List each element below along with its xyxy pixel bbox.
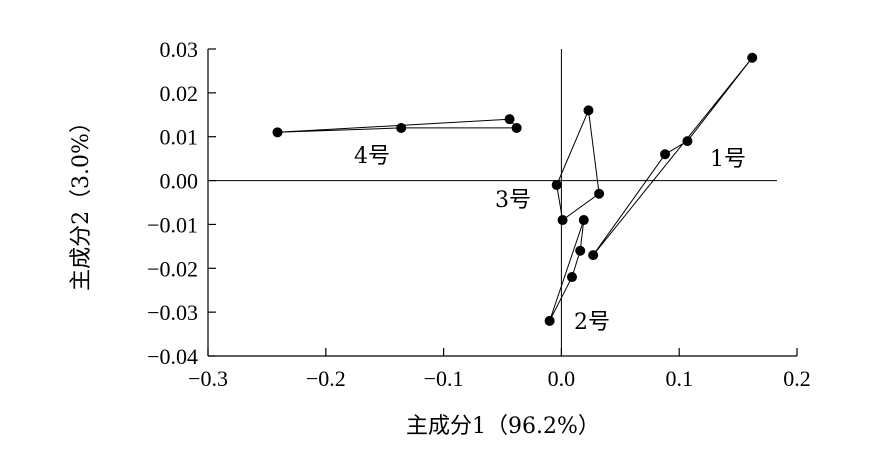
series-4-point — [272, 127, 283, 138]
series-3-outline — [556, 108, 600, 221]
y-tick-label: −0.04 — [147, 344, 198, 369]
series-2-outline — [549, 219, 585, 322]
series-2-point — [567, 272, 578, 283]
series-4-point — [396, 122, 407, 133]
y-tick-label: 0.02 — [160, 81, 199, 106]
y-axis-title: 主成分2（3.0%） — [69, 111, 94, 291]
group-label-1: 1号 — [710, 147, 746, 172]
x-tick-label: 0.2 — [783, 366, 811, 391]
series-2-point — [578, 215, 589, 226]
y-tick-label: −0.01 — [147, 212, 198, 237]
x-axis-title: 主成分1（96.2%） — [406, 414, 600, 439]
y-tick-label: 0.01 — [160, 125, 199, 150]
y-tick-label: −0.02 — [147, 256, 198, 281]
x-tick-label: 0.0 — [548, 366, 576, 391]
x-tick-label: −0.1 — [424, 366, 464, 391]
series-2-point — [544, 315, 555, 326]
series-3-point — [583, 105, 594, 116]
series-4-point — [504, 114, 515, 125]
series-1-point — [682, 136, 693, 147]
group-labels: 1号 2号 3号 4号 — [354, 144, 746, 335]
reference-lines — [208, 49, 777, 356]
series-group — [272, 52, 758, 326]
y-tick-label: 0.03 — [160, 37, 199, 62]
group-label-3: 3号 — [495, 188, 531, 213]
series-3-point — [594, 188, 605, 199]
x-tick-label: −0.3 — [188, 366, 228, 391]
series-3-point — [557, 215, 568, 226]
y-tick-label: 0.00 — [160, 169, 199, 194]
series-1-point — [747, 52, 758, 63]
x-tick-label: −0.2 — [306, 366, 346, 391]
tick-labels: −0.04 −0.03 −0.02 −0.01 0.00 0.01 0.02 0.03 −0.3… — [147, 37, 811, 391]
series-4-point — [511, 122, 522, 133]
group-label-2: 2号 — [574, 310, 610, 335]
group-label-4: 4号 — [354, 144, 390, 169]
y-tick-label: −0.03 — [147, 300, 198, 325]
series-1-point — [588, 250, 599, 261]
series-3-point — [551, 179, 562, 190]
x-tick-label: 0.1 — [665, 366, 693, 391]
series-1-point — [660, 149, 671, 160]
series-2-point — [575, 245, 586, 256]
